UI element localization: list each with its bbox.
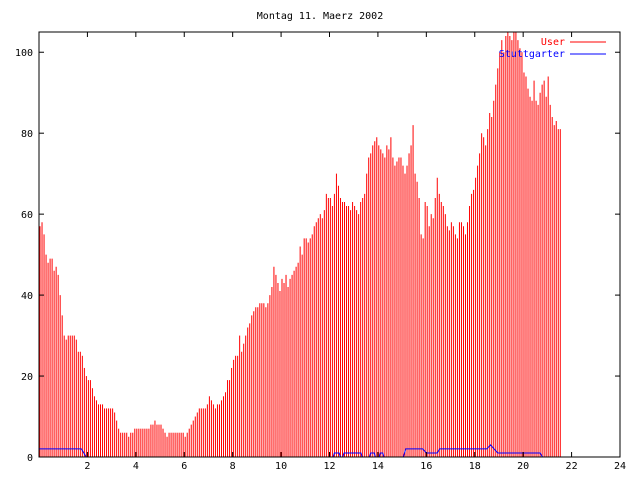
y-tick-label: 60 <box>21 210 33 221</box>
x-tick-label: 4 <box>133 461 139 472</box>
x-tick-label: 14 <box>372 461 384 472</box>
y-tick-label: 100 <box>15 48 33 59</box>
x-tick-label: 8 <box>230 461 236 472</box>
y-tick-label: 40 <box>21 291 33 302</box>
chart-title: Montag 11. Maerz 2002 <box>257 11 383 22</box>
y-tick-label: 20 <box>21 372 33 383</box>
x-tick-label: 16 <box>420 461 432 472</box>
user-bars <box>39 32 561 457</box>
x-tick-label: 10 <box>275 461 287 472</box>
x-tick-label: 2 <box>84 461 90 472</box>
y-tick-label: 80 <box>21 129 33 140</box>
x-tick-label: 24 <box>614 461 626 472</box>
plot-frame <box>38 31 621 458</box>
stuttgarter-line-group <box>39 444 620 458</box>
x-tick-label: 18 <box>469 461 481 472</box>
x-tick-label: 22 <box>566 461 578 472</box>
x-tick-label: 20 <box>517 461 529 472</box>
x-tick-label: 12 <box>323 461 335 472</box>
y-tick-label: 0 <box>27 453 33 464</box>
legend-label: User <box>541 37 565 48</box>
x-tick-label: 6 <box>181 461 187 472</box>
stuttgarter-line <box>39 444 620 458</box>
legend-label: Stuttgarter <box>499 49 565 60</box>
